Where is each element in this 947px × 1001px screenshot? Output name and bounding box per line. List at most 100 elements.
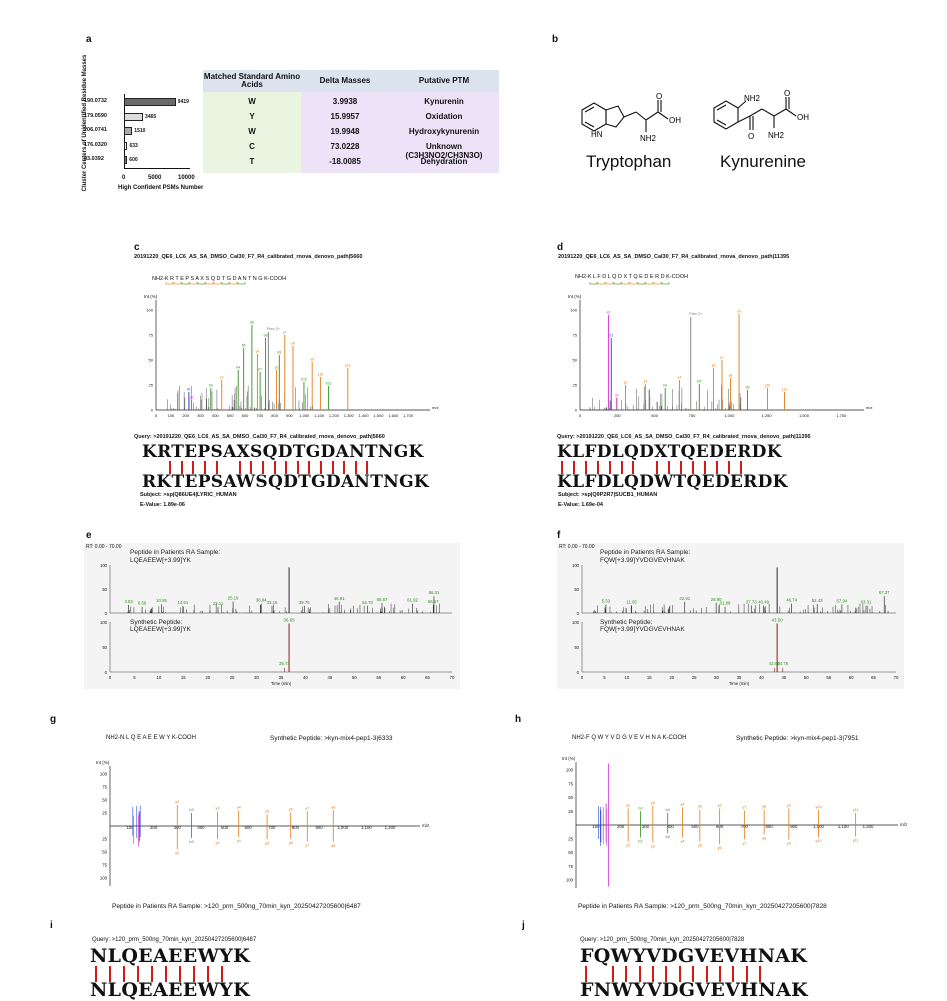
- match-line: [692, 966, 695, 982]
- x-tick: 45: [781, 675, 786, 680]
- kynurenine-label: Kynurenine: [720, 152, 807, 171]
- x-tick: 45: [327, 675, 332, 680]
- panel-c-spectrum: Int (%) 0 25 50 75 100 0 100 200 300 400 500 600 700 8…: [144, 282, 438, 418]
- match-line: [656, 461, 659, 474]
- match-line: [238, 461, 241, 474]
- y-tick: 25: [568, 809, 573, 814]
- panel-d-label: d: [557, 242, 564, 253]
- tryptophan-o: O: [656, 92, 662, 101]
- x-tick: 30: [714, 675, 719, 680]
- x-tick: 70: [894, 675, 899, 680]
- ion-label: y11: [853, 838, 859, 842]
- panel-a-bar: [124, 156, 128, 164]
- x-tick: 100: [126, 825, 134, 830]
- match-line: [652, 966, 654, 982]
- table-header-amino-acids: Matched Standard Amino Acids: [203, 70, 301, 92]
- table-cell: 15.9957: [330, 112, 360, 121]
- y-tick: 75: [102, 863, 107, 868]
- ion-label: y7: [305, 806, 309, 810]
- match-line: [719, 966, 721, 982]
- table-cell: 3.9938: [332, 97, 358, 106]
- x-tick: 250: [614, 413, 621, 418]
- panel-a-label: a: [86, 34, 92, 45]
- table-cell: W: [248, 127, 256, 136]
- ion-label: y4: [678, 376, 682, 380]
- match-line: [611, 966, 614, 982]
- ion-label: b10: [301, 378, 307, 382]
- panel-i-match-lines: [95, 966, 245, 982]
- ion-label: b7: [258, 368, 262, 372]
- panel-a-bar-label: 179.0590: [84, 112, 107, 119]
- ion-label: b3: [189, 808, 193, 812]
- table-cell: -18.0085: [329, 157, 361, 166]
- table-cell: Dehydration: [420, 157, 468, 166]
- peak-label: 67.37: [879, 590, 890, 595]
- match-line: [296, 461, 299, 474]
- match-line: [354, 461, 357, 474]
- peak-label: 25.19: [228, 596, 239, 601]
- x-tick: 1,400: [359, 413, 370, 418]
- x-tick: 5: [603, 675, 606, 680]
- ion-label: y8: [729, 374, 733, 378]
- panel-j-seq-top: FQWYVDGVEVHNAK: [580, 945, 808, 967]
- x-tick: 600: [245, 825, 253, 830]
- ion-label: y7: [305, 843, 309, 847]
- ion-label: y3: [651, 801, 655, 805]
- panel-f-top-title: Peptide in Patients RA Sample:: [600, 549, 691, 556]
- match-line: [151, 966, 153, 982]
- ladder-tick: [645, 282, 654, 285]
- kynurenine-oh: OH: [797, 113, 809, 122]
- x-tick: 1,100: [314, 413, 325, 418]
- panel-d-title: 20191220_QE6_LC6_AS_SA_DMSO_Cal30_F7_R4_…: [558, 254, 790, 260]
- panel-a-bar: [124, 112, 144, 121]
- match-line: [732, 966, 735, 982]
- x-axis-unit: m/z: [900, 822, 908, 827]
- x-tick: 0: [109, 675, 112, 680]
- panel-d-seq-bottom: KLFDLQDWTQEDERDK: [557, 472, 788, 492]
- panel-f-bottom-peptide: FQW[+3.99]YVDGVEVHNAK: [600, 626, 685, 633]
- ladder-tick: [237, 282, 246, 285]
- panel-f-box: [557, 543, 904, 689]
- ion-label: y2: [626, 843, 630, 847]
- panel-a-bar-label: 176.0320: [84, 141, 107, 148]
- y-tick: 25: [102, 837, 107, 842]
- kynurenine-nh2: NH2: [768, 131, 785, 140]
- x-tick: 25: [230, 675, 235, 680]
- ion-label: b8: [264, 334, 268, 338]
- x-axis-label: Time (min): [271, 681, 292, 686]
- y-tick: 100: [100, 563, 108, 568]
- y-tick: 50: [574, 645, 579, 650]
- x-tick: 60: [401, 675, 406, 680]
- peak-label: 39.76: [299, 600, 310, 605]
- match-line: [561, 461, 563, 474]
- match-line: [169, 461, 172, 474]
- ladder-tick: [637, 282, 646, 285]
- peak-label: 44.76: [777, 661, 788, 666]
- panel-g-mirror-spectrum: Int (%)100100757550502525100200300400500…: [96, 760, 430, 886]
- match-line: [192, 461, 195, 474]
- match-line: [596, 461, 599, 474]
- ladder-tick: [653, 282, 662, 285]
- table-cell: C: [249, 142, 255, 151]
- y-tick: 75: [573, 333, 578, 338]
- panel-c-seq-top: KRTEPSAXSQDTGDANTNGK: [142, 442, 424, 462]
- match-line: [204, 461, 206, 474]
- x-tick: 20: [669, 675, 674, 680]
- x-tick: 10: [156, 675, 161, 680]
- table-cell: Unknown (C3H3NO2/CH3N3O): [405, 142, 483, 160]
- ion-label: y5: [698, 805, 702, 809]
- panel-h-label: h: [515, 714, 522, 725]
- x-tick: 400: [197, 825, 205, 830]
- x-tick: 1,300: [344, 413, 355, 418]
- y-tick: 100: [572, 563, 580, 568]
- match-line: [95, 966, 97, 982]
- panel-a-bar: [124, 127, 133, 135]
- panel-c-query: Query: >20191220_QE6_LC6_AS_SA_DMSO_Cal3…: [134, 434, 385, 440]
- match-line: [285, 461, 288, 474]
- panel-a-bar: [124, 98, 176, 106]
- y-tick: 100: [570, 308, 577, 313]
- ladder-tick: [605, 282, 614, 285]
- x-tick: 200: [617, 824, 625, 829]
- panel-e-top-title: Peptide in Patients RA Sample:: [130, 549, 221, 556]
